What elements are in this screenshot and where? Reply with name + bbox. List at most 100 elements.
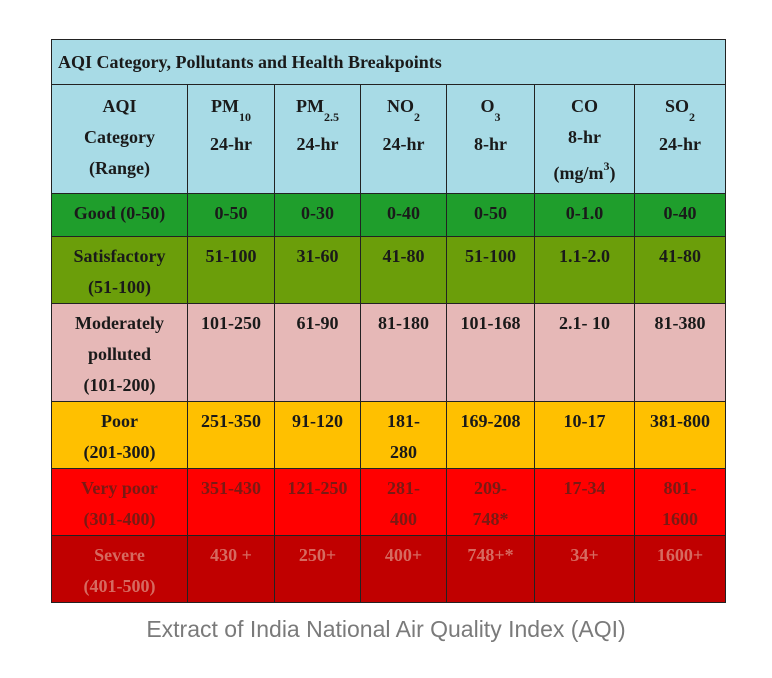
header-aqi-category: AQI Category (Range): [51, 84, 188, 194]
value-cell: 351-430: [187, 468, 275, 536]
value-cell: 748+*: [446, 535, 535, 603]
category-cell: Good (0-50): [51, 193, 188, 237]
value-cell: 181- 280: [360, 401, 447, 469]
value-cell: 250+: [274, 535, 361, 603]
cell-text: 17-34: [563, 478, 606, 498]
cell-text: 91-120: [292, 411, 343, 431]
category-cell: Poor (201-300): [51, 401, 188, 469]
header-text: PM: [211, 96, 239, 116]
value-cell: 0-1.0: [534, 193, 635, 237]
value-cell: 169-208: [446, 401, 535, 469]
value-cell: 61-90: [274, 303, 361, 402]
header-row: AQI Category (Range) PM10 24-hr PM2.5 24…: [51, 84, 727, 194]
table-row: Moderately polluted (101-200) 101-250 61-9…: [51, 303, 727, 402]
value-cell: 209- 748*: [446, 468, 535, 536]
cell-text: 1600+: [656, 545, 704, 565]
table-row: Severe (401-500) 430 + 250+ 400+ 748+* 34…: [51, 535, 727, 603]
value-cell: 0-50: [187, 193, 275, 237]
header-text: ): [609, 163, 616, 183]
value-cell: 10-17: [534, 401, 635, 469]
cell-text: (201-300): [83, 442, 156, 462]
cell-text: (51-100): [88, 277, 151, 297]
cell-text: 31-60: [296, 246, 339, 266]
cell-text: 61-90: [296, 313, 339, 333]
value-cell: 0-50: [446, 193, 535, 237]
header-text: 24-hr: [382, 133, 425, 154]
value-cell: 41-80: [360, 236, 447, 304]
table-row: Satisfactory (51-100) 51-100 31-60 41-80 …: [51, 236, 727, 304]
value-cell: 430 +: [187, 535, 275, 603]
cell-text: 1.1-2.0: [559, 246, 610, 266]
header-pm25: PM2.5 24-hr: [274, 84, 361, 194]
value-cell: 2.1- 10: [534, 303, 635, 402]
cell-text: 169-208: [460, 411, 521, 431]
header-text: 24-hr: [296, 133, 339, 154]
cell-text: Satisfactory: [73, 246, 166, 266]
value-cell: 34+: [534, 535, 635, 603]
cell-text: 251-350: [201, 411, 261, 431]
value-cell: 801- 1600: [633, 468, 727, 536]
cell-text: 81-380: [654, 313, 706, 333]
value-cell: 41-80: [633, 236, 727, 304]
aqi-table-container: AQI Category, Pollutants and Health Brea…: [50, 39, 727, 603]
header-text: O: [480, 96, 495, 116]
header-text: 8-hr: [474, 133, 507, 154]
cell-text: 41-80: [659, 246, 702, 266]
cell-text: (401-500): [83, 576, 156, 596]
value-cell: 31-60: [274, 236, 361, 304]
table-row: Poor (201-300) 251-350 91-120 181- 280 169…: [51, 401, 727, 469]
cell-text: polluted: [87, 344, 152, 364]
category-cell: Satisfactory (51-100): [51, 236, 188, 304]
value-cell: 121-250: [274, 468, 361, 536]
cell-text: 101-250: [201, 313, 261, 333]
cell-text: 181-: [387, 411, 420, 431]
header-subscript: 2: [414, 109, 420, 124]
header-so2: SO2 24-hr: [633, 84, 727, 194]
cell-text: 280: [390, 442, 417, 462]
header-o3: O3 8-hr: [446, 84, 535, 194]
header-text: PM: [296, 96, 324, 116]
header-pm10: PM10 24-hr: [187, 84, 275, 194]
value-cell: 1.1-2.0: [534, 236, 635, 304]
table-title: AQI Category, Pollutants and Health Brea…: [50, 39, 727, 85]
cell-text: 0-1.0: [565, 203, 604, 223]
cell-text: Poor: [101, 411, 138, 431]
cell-text: 0-40: [387, 203, 420, 223]
cell-text: Severe: [94, 545, 145, 565]
cell-text: 400+: [384, 545, 423, 565]
cell-text: 101-168: [460, 313, 521, 333]
cell-text: 748+*: [467, 545, 514, 565]
header-subscript: 2: [689, 109, 696, 124]
value-cell: 0-40: [360, 193, 447, 237]
table-row: Very poor (301-400) 351-430 121-250 281- 4…: [51, 468, 727, 536]
cell-text: 51-100: [465, 246, 516, 266]
category-cell: Severe (401-500): [51, 535, 188, 603]
cell-text: 34+: [570, 545, 599, 565]
header-text: AQI: [102, 96, 137, 116]
cell-text: 1600: [662, 509, 699, 529]
header-text: Category: [84, 127, 155, 147]
value-cell: 101-250: [187, 303, 275, 402]
cell-text: 748*: [472, 509, 509, 529]
cell-text: 2.1- 10: [559, 313, 610, 333]
cell-text: 0-30: [301, 203, 334, 223]
cell-text: 121-250: [287, 478, 348, 498]
header-text: 24-hr: [210, 133, 252, 154]
cell-text: 430 +: [210, 545, 252, 565]
cell-text: Moderately: [75, 313, 164, 333]
value-cell: 281- 400: [360, 468, 447, 536]
value-cell: 101-168: [446, 303, 535, 402]
aqi-table: AQI Category, Pollutants and Health Brea…: [50, 39, 727, 603]
header-no2: NO2 24-hr: [360, 84, 447, 194]
header-co: CO 8-hr (mg/m3): [534, 84, 635, 194]
cell-text: 250+: [298, 545, 337, 565]
cell-text: 10-17: [563, 411, 606, 431]
cell-text: (101-200): [83, 375, 156, 395]
table-row: Good (0-50) 0-50 0-30 0-40 0-50 0-1.0 0-…: [51, 193, 727, 237]
header-text: (Range): [89, 158, 150, 178]
value-cell: 81-180: [360, 303, 447, 402]
cell-text: 351-430: [201, 478, 261, 498]
category-cell: Moderately polluted (101-200): [51, 303, 188, 402]
header-text: 8-hr: [568, 127, 601, 147]
caption: Extract of India National Air Quality In…: [146, 616, 626, 642]
